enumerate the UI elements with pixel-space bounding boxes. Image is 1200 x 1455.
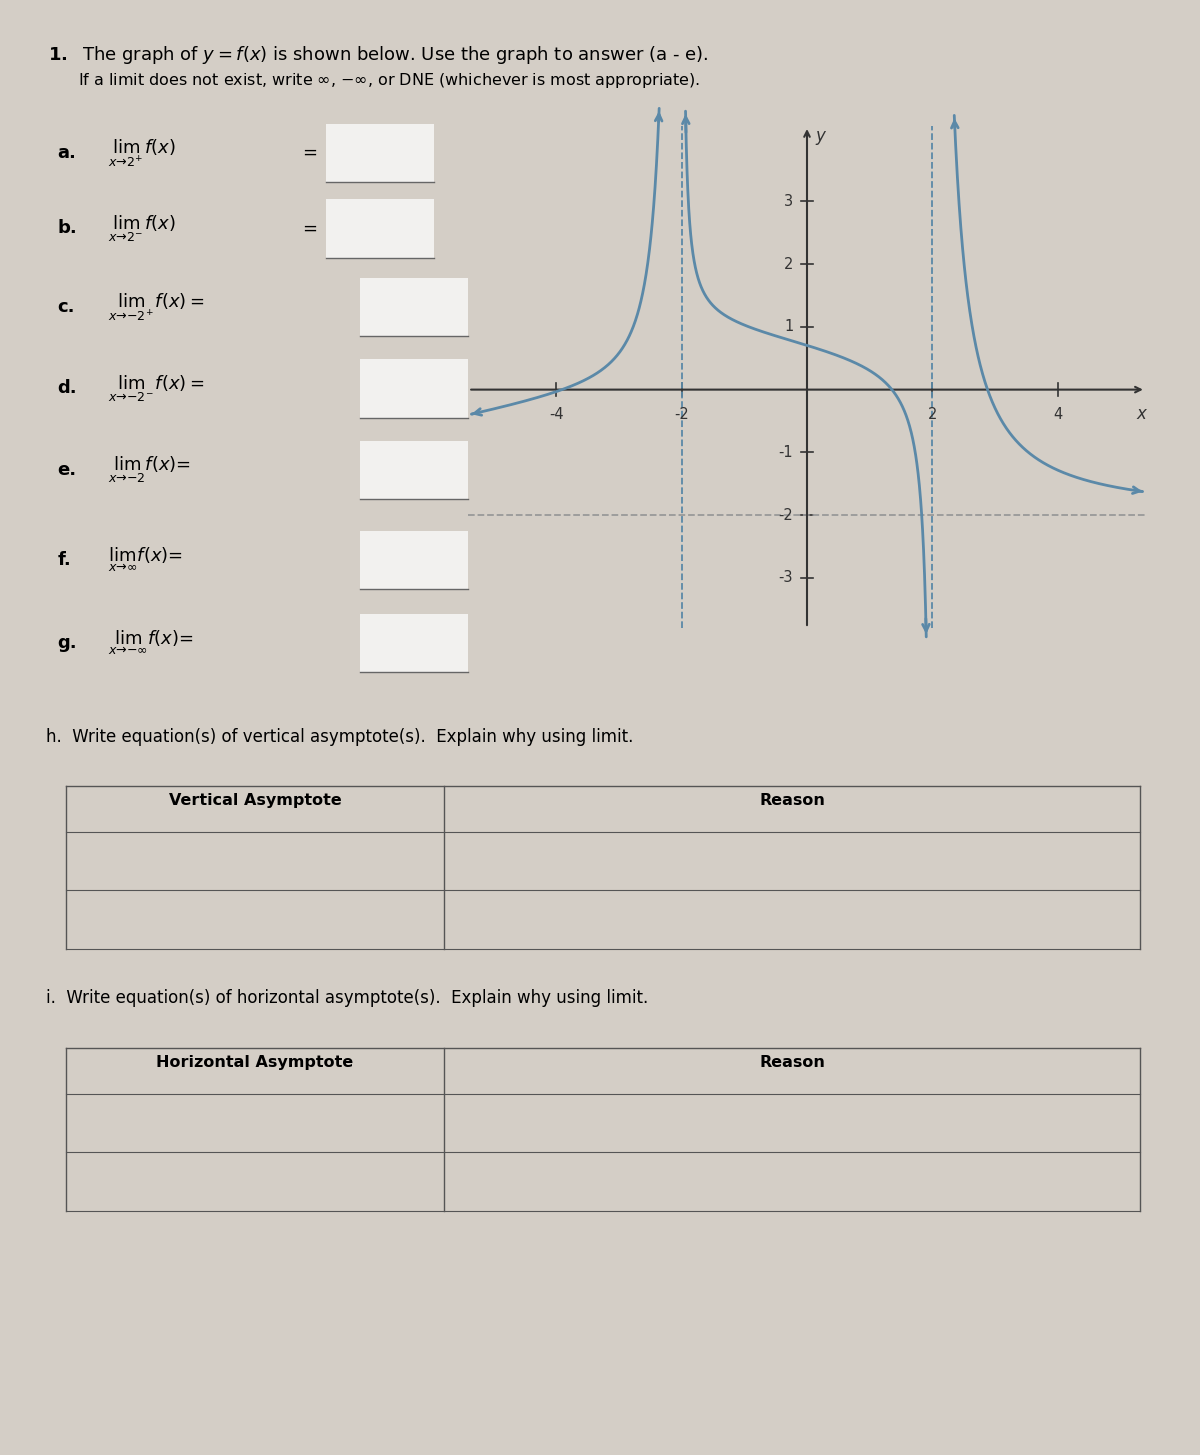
Text: Vertical Asymptote: Vertical Asymptote: [169, 793, 341, 808]
FancyBboxPatch shape: [360, 614, 468, 672]
Text: e.: e.: [58, 461, 77, 479]
Text: -2: -2: [674, 407, 689, 422]
Text: a.: a.: [58, 144, 77, 162]
Text: $y$: $y$: [815, 129, 828, 147]
Text: Reason: Reason: [760, 1055, 824, 1069]
Text: =: =: [302, 220, 317, 237]
Text: If a limit does not exist, write $\infty$, $-\infty$, or DNE (whichever is most : If a limit does not exist, write $\infty…: [78, 71, 700, 90]
FancyBboxPatch shape: [360, 441, 468, 499]
Text: i.  Write equation(s) of horizontal asymptote(s).  Explain why using limit.: i. Write equation(s) of horizontal asymp…: [46, 989, 648, 1007]
Text: d.: d.: [58, 380, 77, 397]
Text: 3: 3: [784, 194, 793, 210]
Text: $x$: $x$: [1136, 406, 1148, 423]
Text: $\mathbf{1.}$  The graph of $y = f(x)$ is shown below. Use the graph to answer (: $\mathbf{1.}$ The graph of $y = f(x)$ is…: [48, 44, 708, 65]
Text: -1: -1: [779, 445, 793, 460]
Text: h.  Write equation(s) of vertical asymptote(s).  Explain why using limit.: h. Write equation(s) of vertical asympto…: [46, 728, 632, 745]
Text: -4: -4: [548, 407, 564, 422]
Text: g.: g.: [58, 634, 77, 652]
Text: f.: f.: [58, 551, 71, 569]
Text: $\lim_{x\to -2^+} f(x) =$: $\lim_{x\to -2^+} f(x) =$: [108, 291, 204, 323]
FancyBboxPatch shape: [360, 278, 468, 336]
FancyBboxPatch shape: [326, 124, 434, 182]
FancyBboxPatch shape: [326, 199, 434, 258]
Text: 2: 2: [928, 407, 937, 422]
Text: $\lim_{x\to -\infty} f(x) =$: $\lim_{x\to -\infty} f(x) =$: [108, 629, 193, 658]
Text: $\lim_{x\to -2} f(x) =$: $\lim_{x\to -2} f(x) =$: [108, 455, 191, 485]
Text: 4: 4: [1054, 407, 1062, 422]
Text: -2: -2: [779, 508, 793, 522]
Text: -3: -3: [779, 570, 793, 585]
Text: $\lim_{x\to -2^-} f(x) =$: $\lim_{x\to -2^-} f(x) =$: [108, 374, 204, 403]
Text: 2: 2: [784, 256, 793, 272]
Text: Reason: Reason: [760, 793, 824, 808]
FancyBboxPatch shape: [360, 359, 468, 418]
Text: b.: b.: [58, 220, 77, 237]
Text: =: =: [302, 144, 317, 162]
Text: $\lim_{x\to \infty} f(x) =$: $\lim_{x\to \infty} f(x) =$: [108, 546, 182, 575]
Text: $\lim_{x\to 2^-} f(x)$: $\lim_{x\to 2^-} f(x)$: [108, 214, 175, 243]
FancyBboxPatch shape: [360, 531, 468, 589]
Text: c.: c.: [58, 298, 76, 316]
Text: $\lim_{x\to 2^+} f(x)$: $\lim_{x\to 2^+} f(x)$: [108, 137, 175, 169]
Text: Horizontal Asymptote: Horizontal Asymptote: [156, 1055, 354, 1069]
Text: 1: 1: [784, 320, 793, 335]
